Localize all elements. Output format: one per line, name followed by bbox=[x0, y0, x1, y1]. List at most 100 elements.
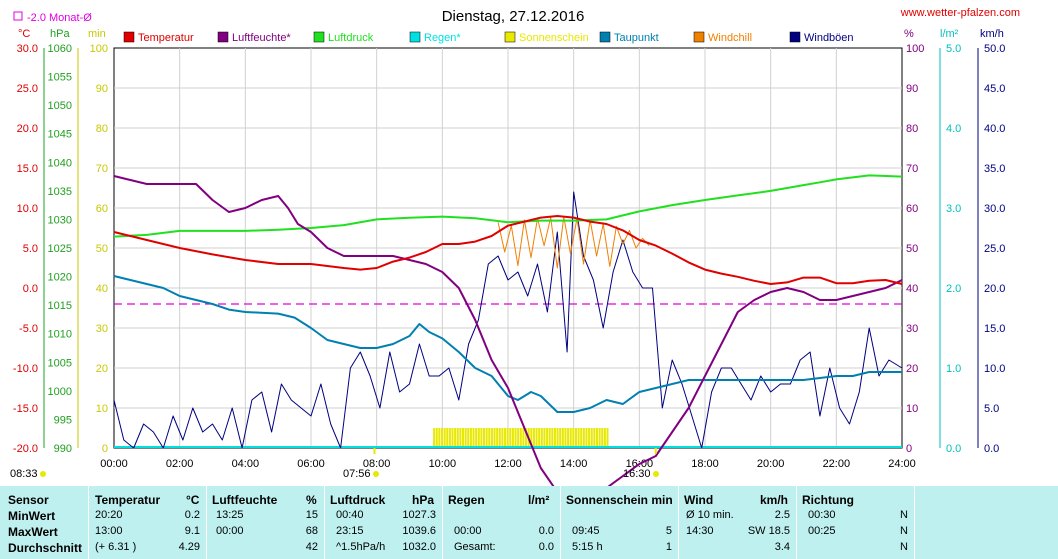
series-line-luftfeuchte bbox=[113, 175, 903, 486]
table-cell-press-val: 1027.3 bbox=[402, 509, 436, 521]
tick-label-temp: 10.0 bbox=[17, 203, 38, 215]
tick-label-pressure: 1060 bbox=[48, 43, 72, 55]
sun-icon bbox=[653, 471, 659, 477]
table-cell-wind-val: 2.5 bbox=[774, 509, 790, 521]
unit-sun: min bbox=[88, 28, 106, 40]
monthly-avg-label: -2.0 Monat-Ø bbox=[27, 12, 92, 24]
tick-label-temp: 30.0 bbox=[17, 43, 38, 55]
tick-label-pressure: 995 bbox=[54, 414, 72, 426]
tick-label-temp: 20.0 bbox=[17, 123, 38, 135]
header-rain-unit: l/m² bbox=[528, 493, 550, 507]
table-cell-temp-val: 4.29 bbox=[178, 541, 200, 553]
tick-label-rain: 3.0 bbox=[946, 203, 961, 215]
row-label: Durchschnitt bbox=[8, 541, 83, 555]
table-cell-sun-time: 5:15 h bbox=[572, 541, 603, 553]
table-cell-press-time: 23:15 bbox=[336, 525, 364, 537]
x-tick-label: 12:00 bbox=[494, 458, 522, 470]
tick-label-humidity: 60 bbox=[906, 203, 918, 215]
col-divider bbox=[678, 486, 679, 559]
x-tick-label: 18:00 bbox=[691, 458, 719, 470]
x-tick-label: 10:00 bbox=[429, 458, 457, 470]
tick-label-humidity: 100 bbox=[906, 43, 924, 55]
x-tick-label: 14:00 bbox=[560, 458, 588, 470]
header-temperature-unit: °C bbox=[186, 493, 200, 507]
header-direction: Richtung bbox=[802, 493, 854, 507]
col-divider bbox=[796, 486, 797, 559]
x-tick-label: 00:00 bbox=[100, 458, 128, 470]
legend-swatch bbox=[599, 31, 611, 43]
unit-wind: km/h bbox=[980, 28, 1004, 40]
tick-label-humidity: 10 bbox=[906, 403, 918, 415]
table-cell-press-time: 00:40 bbox=[336, 509, 364, 521]
tick-label-humidity: 50 bbox=[906, 243, 918, 255]
tick-label-temp: 15.0 bbox=[17, 163, 38, 175]
tick-label-pressure: 1045 bbox=[48, 129, 72, 141]
tick-label-pressure: 1010 bbox=[48, 329, 72, 341]
tick-label-rain: 4.0 bbox=[946, 123, 961, 135]
unit-pressure: hPa bbox=[50, 28, 70, 40]
table-cell-sun-time: 09:45 bbox=[572, 525, 600, 537]
legend-label: Sonnenschein bbox=[519, 32, 589, 44]
row-label: MaxWert bbox=[8, 525, 58, 539]
x-tick-label: 06:00 bbox=[297, 458, 325, 470]
chart-title: Dienstag, 27.12.2016 bbox=[442, 8, 585, 25]
tick-label-pressure: 1035 bbox=[48, 186, 72, 198]
sunrise-label: 08:33 bbox=[10, 468, 38, 480]
tick-label-temp: 5.0 bbox=[23, 243, 38, 255]
header-humidity: Luftfeuchte bbox=[212, 493, 278, 507]
tick-label-pressure: 1020 bbox=[48, 272, 72, 284]
col-divider bbox=[324, 486, 325, 559]
header-pressure-unit: hPa bbox=[412, 493, 435, 507]
legend-swatch bbox=[123, 31, 135, 43]
tick-label-wind: 35.0 bbox=[984, 163, 1005, 175]
legend-swatch bbox=[217, 31, 229, 43]
tick-label-temp: 0.0 bbox=[23, 283, 38, 295]
legend-label: Regen* bbox=[424, 32, 461, 44]
header-sunshine: Sonnenschein min bbox=[566, 493, 673, 507]
tick-label-sun: 10 bbox=[96, 403, 108, 415]
legend-label: Temperatur bbox=[138, 32, 194, 44]
legend-swatch bbox=[789, 31, 801, 43]
table-cell-hum-val: 42 bbox=[305, 541, 318, 553]
tick-label-pressure: 1025 bbox=[48, 243, 72, 255]
tick-label-wind: 20.0 bbox=[984, 283, 1005, 295]
tick-label-sun: 80 bbox=[96, 123, 108, 135]
tick-label-sun: 50 bbox=[96, 243, 108, 255]
x-tick-label: 22:00 bbox=[823, 458, 851, 470]
header-humidity-unit: % bbox=[306, 493, 317, 507]
tick-label-pressure: 1015 bbox=[48, 300, 72, 312]
table-cell-temp-val: 0.2 bbox=[184, 509, 200, 521]
tick-label-wind: 25.0 bbox=[984, 243, 1005, 255]
header-wind-unit: km/h bbox=[760, 493, 789, 507]
tick-label-sun: 70 bbox=[96, 163, 108, 175]
tick-label-humidity: 40 bbox=[906, 283, 918, 295]
tick-label-wind: 5.0 bbox=[984, 403, 999, 415]
weather-chart: Dienstag, 27.12.2016 www.wetter-pfalzen.c… bbox=[10, 7, 1020, 486]
table-cell-temp-time: 13:00 bbox=[95, 525, 123, 537]
table-cell-dir-val: N bbox=[900, 509, 908, 521]
table-cell-dir-val: N bbox=[900, 541, 908, 553]
tick-label-sun: 30 bbox=[96, 323, 108, 335]
tick-label-temp: 25.0 bbox=[17, 83, 38, 95]
source-url: www.wetter-pfalzen.com bbox=[900, 7, 1020, 19]
tick-label-humidity: 0 bbox=[906, 443, 912, 455]
tick-label-rain: 0.0 bbox=[946, 443, 961, 455]
tick-label-pressure: 1030 bbox=[48, 214, 72, 226]
tick-label-humidity: 90 bbox=[906, 83, 918, 95]
header-rain: Regen bbox=[448, 493, 485, 507]
col-divider bbox=[206, 486, 207, 559]
series-line-windböen bbox=[113, 191, 903, 449]
tick-label-rain: 1.0 bbox=[946, 363, 961, 375]
series-line-windchill bbox=[497, 216, 650, 269]
sunrise-marker-label: 07:56 bbox=[343, 468, 371, 480]
tick-label-humidity: 70 bbox=[906, 163, 918, 175]
tick-label-temp: -10.0 bbox=[13, 363, 38, 375]
x-tick-label: 02:00 bbox=[166, 458, 194, 470]
legend-label: Luftdruck bbox=[328, 32, 374, 44]
tick-label-pressure: 1055 bbox=[48, 72, 72, 84]
tick-label-sun: 20 bbox=[96, 363, 108, 375]
x-tick-label: 04:00 bbox=[232, 458, 260, 470]
table-cell-temp-time: 20:20 bbox=[95, 509, 123, 521]
x-tick-label: 08:00 bbox=[363, 458, 391, 470]
table-cell-hum-time: 00:00 bbox=[216, 525, 244, 537]
